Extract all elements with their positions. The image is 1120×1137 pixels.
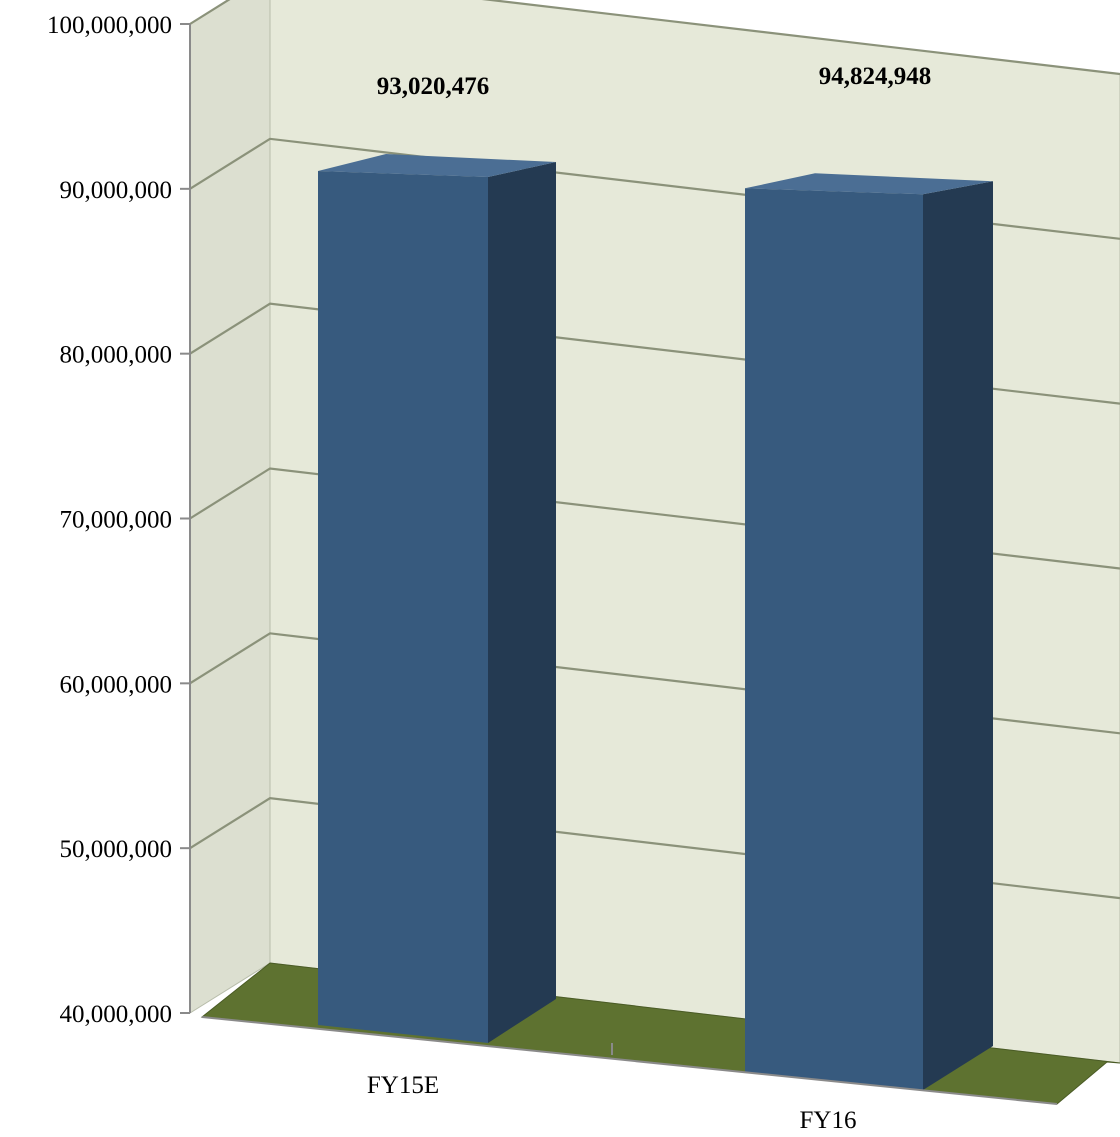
x-tick-label: FY15E: [367, 1072, 439, 1099]
x-tick-label: FY16: [800, 1107, 857, 1134]
y-tick-label: 60,000,000: [60, 671, 173, 698]
y-tick-label: 70,000,000: [60, 507, 173, 534]
x-axis-line: [201, 1016, 1058, 1105]
y-axis: 40,000,000 50,000,000 60,000,000 70,000,000…: [47, 12, 191, 1028]
side-wall: [189, 0, 271, 1014]
y-tick-label: 100,000,000: [47, 12, 172, 39]
bar-top: [745, 173, 993, 195]
bar-side: [488, 162, 556, 1043]
bars: [318, 154, 993, 1090]
bar-side: [923, 181, 993, 1090]
y-tick-label: 80,000,000: [60, 342, 173, 369]
y-tick-label: 90,000,000: [60, 177, 173, 204]
data-labels: 93,020,476 94,824,948: [377, 63, 932, 100]
gridline: [189, 0, 1120, 76]
data-label: 94,824,948: [819, 63, 932, 90]
bar-top: [318, 154, 556, 178]
y-tick-label: 40,000,000: [60, 1001, 173, 1028]
y-tick-label: 50,000,000: [60, 836, 173, 863]
bar: [745, 188, 923, 1090]
data-label: 93,020,476: [377, 73, 490, 100]
bar: [318, 171, 488, 1043]
x-axis: FY15E FY16: [201, 1016, 1058, 1134]
